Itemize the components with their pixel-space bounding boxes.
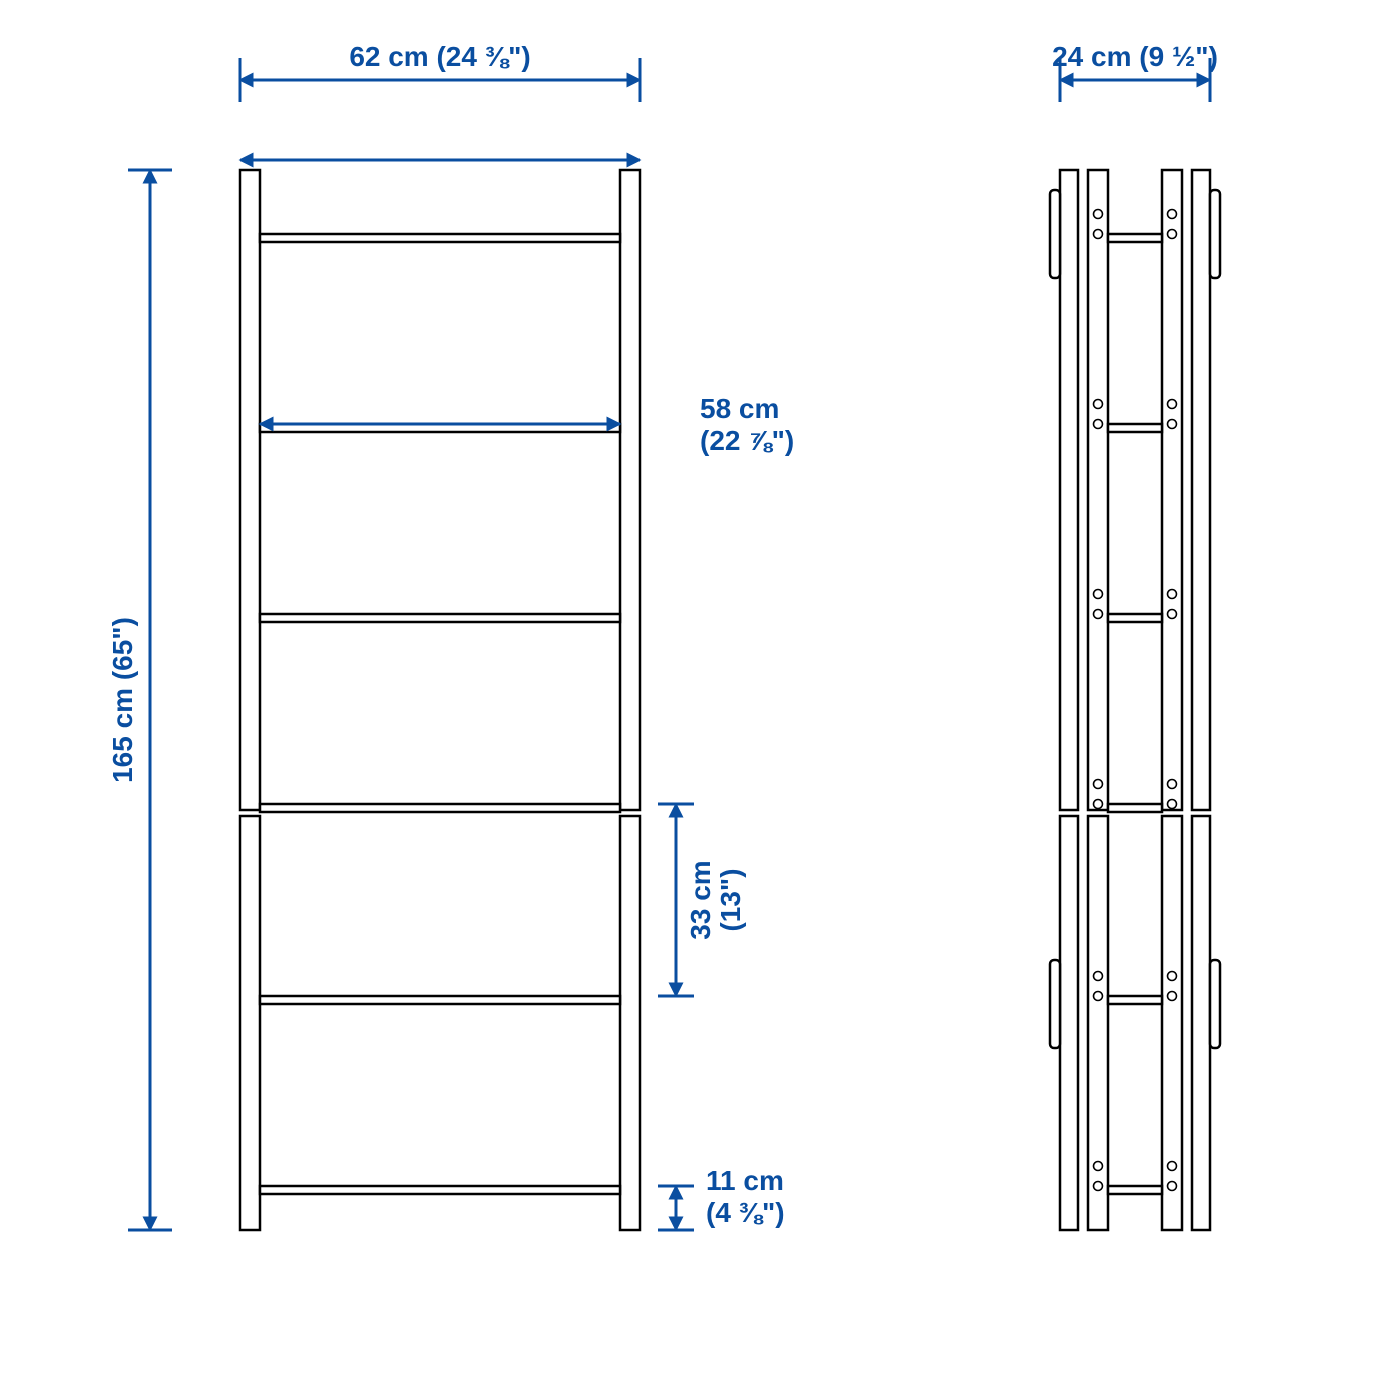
svg-text:33 cm: 33 cm xyxy=(685,860,716,939)
svg-text:(4 ⅜"): (4 ⅜") xyxy=(706,1197,785,1228)
svg-text:11 cm: 11 cm xyxy=(706,1165,784,1196)
diagram-stage: 62 cm (24 ⅜") 165 cm (65") 58 cm(22 ⅞") 33 … xyxy=(0,0,1400,1400)
diagram-svg: 62 cm (24 ⅜") 165 cm (65") 58 cm(22 ⅞") 33 … xyxy=(0,0,1400,1400)
svg-text:(13"): (13") xyxy=(715,868,746,931)
svg-text:58 cm: 58 cm xyxy=(700,393,779,424)
side-view xyxy=(1050,170,1220,1230)
svg-text:(22 ⅞"): (22 ⅞") xyxy=(700,425,794,456)
front-view xyxy=(240,170,640,1230)
svg-text:24 cm (9 ½"): 24 cm (9 ½") xyxy=(1052,41,1218,72)
svg-text:165 cm (65"): 165 cm (65") xyxy=(107,617,138,783)
svg-text:62 cm (24 ⅜"): 62 cm (24 ⅜") xyxy=(349,41,530,72)
